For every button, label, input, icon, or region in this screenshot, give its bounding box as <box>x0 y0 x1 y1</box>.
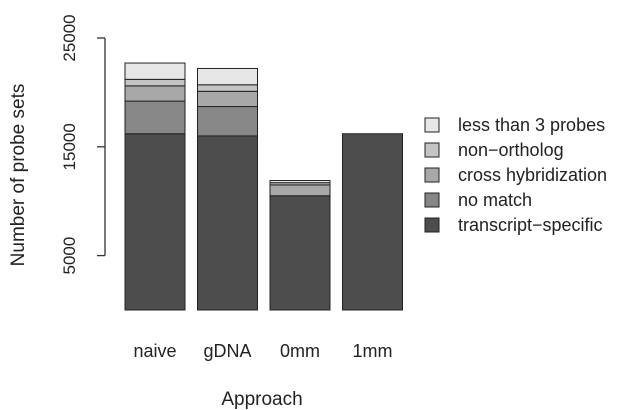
x-tick-label: gDNA <box>203 341 251 361</box>
legend-swatch <box>424 167 440 183</box>
x-axis-label: Approach <box>221 389 302 410</box>
bar-segment <box>124 133 186 311</box>
legend-swatch <box>424 217 440 233</box>
bar-segment <box>124 100 186 135</box>
y-axis-label: Number of probe sets <box>8 84 29 267</box>
bar-segment <box>124 85 186 102</box>
bar-segment <box>124 78 186 87</box>
y-tick-label: 25000 <box>60 14 79 61</box>
legend-label: cross hybridization <box>458 165 607 185</box>
bar-segment <box>197 90 258 108</box>
legend-swatch <box>424 117 440 133</box>
bar-segment <box>342 133 403 311</box>
bar-segment <box>197 135 258 311</box>
x-tick-labels: naive gDNA 0mm 1mm <box>133 341 392 361</box>
y-axis: 5000 15000 25000 <box>60 14 106 275</box>
bar-segment <box>124 62 186 80</box>
legend: less than 3 probes non−ortholog cross hybr… <box>424 115 607 235</box>
legend-swatch <box>424 192 440 208</box>
x-tick-label: naive <box>133 341 176 361</box>
bar-segment <box>197 84 258 92</box>
bars <box>124 62 403 311</box>
x-tick-label: 0mm <box>280 341 320 361</box>
bar-segment <box>197 67 258 86</box>
legend-label: no match <box>458 190 532 210</box>
y-tick-label: 5000 <box>60 237 79 275</box>
legend-label: transcript−specific <box>458 215 603 235</box>
bar-segment <box>269 184 331 197</box>
y-tick-label: 15000 <box>60 123 79 170</box>
bar-segment <box>197 106 258 137</box>
x-tick-label: 1mm <box>353 341 393 361</box>
legend-label: non−ortholog <box>458 140 564 160</box>
bar-segment <box>269 195 331 311</box>
legend-label: less than 3 probes <box>458 115 605 135</box>
legend-swatch <box>424 142 440 158</box>
bar-segment <box>269 180 331 184</box>
